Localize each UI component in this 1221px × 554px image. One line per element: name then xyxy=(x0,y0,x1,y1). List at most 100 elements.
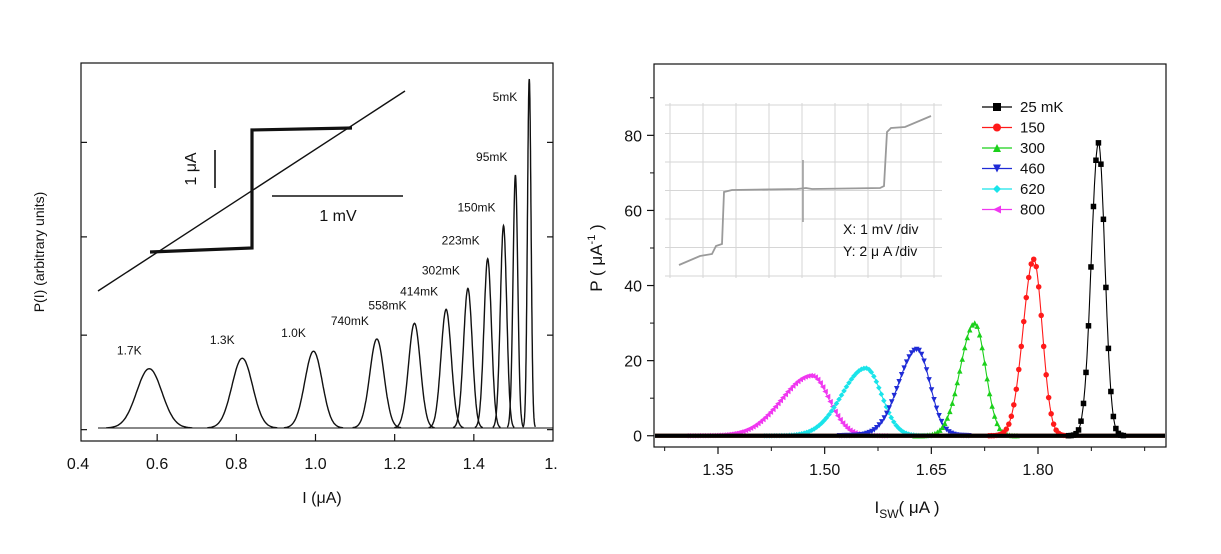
legend-marker xyxy=(993,123,1001,132)
right-data-point xyxy=(976,332,983,338)
right-data-point xyxy=(972,320,978,326)
right-y-tick-label: 0 xyxy=(633,429,642,446)
right-data-point xyxy=(916,347,922,354)
right-data-point xyxy=(898,372,905,378)
right-data-point xyxy=(1026,274,1032,281)
left-peak-curve xyxy=(428,308,464,429)
right-data-point xyxy=(954,379,960,386)
left-x-tick-labels: 0.4 0.6 0.8 1.0 1.2 1.4 1. xyxy=(67,456,558,473)
right-data-point xyxy=(819,384,826,390)
right-data-point xyxy=(886,405,892,411)
right-data-point xyxy=(1080,400,1087,407)
right-data-point xyxy=(979,344,985,351)
right-data-point xyxy=(762,414,769,420)
right-data-point xyxy=(1040,343,1047,350)
right-data-point xyxy=(962,344,968,351)
right-y-axis-label: P ( μA-1 ) xyxy=(586,224,606,291)
right-data-point xyxy=(1045,394,1052,401)
right-data-series xyxy=(655,140,1165,439)
right-data-point xyxy=(1108,388,1114,395)
right-data-point xyxy=(939,424,946,430)
right-data-point xyxy=(1103,284,1109,291)
right-data-point xyxy=(765,412,771,418)
right-data-point xyxy=(901,429,907,435)
left-peak-curve xyxy=(522,78,536,428)
left-peak-curve xyxy=(283,350,344,429)
left-inset-current-scale-label: 1 μA xyxy=(183,152,200,186)
right-data-point xyxy=(883,404,890,410)
right-data-point xyxy=(946,429,952,435)
left-peak-label: 302mK xyxy=(422,263,460,277)
right-data-point xyxy=(842,423,848,429)
right-data-point xyxy=(901,365,907,371)
legend-label: 620 xyxy=(1020,181,1045,198)
right-x-tick-label: 1.80 xyxy=(1022,462,1053,479)
left-curves xyxy=(98,78,553,429)
right-series-curve xyxy=(1068,142,1126,437)
right-data-point xyxy=(780,394,786,401)
right-data-point xyxy=(792,380,798,387)
right-x-axis-label-unit: ( μA ) xyxy=(899,498,940,517)
legend-marker xyxy=(993,164,1001,173)
legend-label: 800 xyxy=(1020,202,1045,219)
right-data-point xyxy=(782,391,788,398)
left-peak-label: 5mK xyxy=(493,90,518,104)
right-data-point xyxy=(807,372,813,379)
right-data-point xyxy=(1078,418,1084,424)
right-data-point xyxy=(1028,261,1034,267)
right-x-tick-label: 1.35 xyxy=(702,462,733,479)
right-y-tick-label: 20 xyxy=(624,354,642,371)
right-y-axis-label-end: ) xyxy=(587,224,606,234)
right-data-point xyxy=(959,356,965,362)
left-peak-label: 740mK xyxy=(331,314,369,328)
right-data-point xyxy=(969,322,975,328)
right-data-point xyxy=(1090,203,1097,210)
right-data-point xyxy=(1043,372,1049,378)
right-data-point xyxy=(814,376,821,383)
left-peak-label: 1.3K xyxy=(210,333,235,347)
right-data-point xyxy=(974,323,980,329)
right-x-axis-label-sub: SW xyxy=(879,507,899,521)
left-x-tick-label: 0.4 xyxy=(67,456,89,473)
right-x-tick-label: 1.65 xyxy=(916,462,947,479)
left-x-tick-label: 1.2 xyxy=(384,456,406,473)
right-data-point xyxy=(891,419,897,425)
right-data-point xyxy=(931,397,937,403)
right-data-point xyxy=(813,424,820,430)
right-inset-annotation-y: Y: 2 μ A /div xyxy=(843,243,917,259)
left-x-tick-label: 1. xyxy=(544,456,557,473)
right-data-point xyxy=(874,425,880,431)
right-data-point xyxy=(1048,411,1054,417)
left-peak-curve xyxy=(207,357,278,429)
right-y-tick-label: 80 xyxy=(624,128,642,145)
right-series-1 xyxy=(655,256,1165,439)
right-data-point xyxy=(1073,430,1079,437)
right-data-point xyxy=(889,399,895,405)
right-series-curve xyxy=(988,258,1070,437)
right-data-point xyxy=(828,408,835,414)
right-inset-iv-curve: X: 1 mV /div Y: 2 μ A /div xyxy=(665,103,942,278)
legend-marker xyxy=(993,103,1001,111)
right-data-point xyxy=(1093,157,1099,164)
right-data-point xyxy=(1050,421,1057,427)
right-data-point xyxy=(1105,345,1112,352)
right-inset-trace xyxy=(678,115,932,266)
right-data-point xyxy=(1033,263,1039,270)
right-data-point xyxy=(986,390,993,397)
left-plot-frame xyxy=(80,62,554,442)
right-data-point xyxy=(876,385,882,391)
left-peak-curve xyxy=(506,174,524,428)
right-data-point xyxy=(933,405,940,412)
right-data-point xyxy=(823,415,830,421)
left-peak-label: 414mK xyxy=(400,284,438,298)
right-x-tick-labels: 1.35 1.50 1.65 1.80 xyxy=(702,462,1053,479)
right-data-point xyxy=(952,390,958,397)
left-peak-label: 150mK xyxy=(457,201,495,215)
right-data-point xyxy=(936,413,942,419)
left-peak-label: 1.0K xyxy=(281,326,306,340)
legend-marker xyxy=(993,205,1001,214)
right-data-point xyxy=(770,406,776,413)
right-y-tick-label: 60 xyxy=(624,203,642,220)
